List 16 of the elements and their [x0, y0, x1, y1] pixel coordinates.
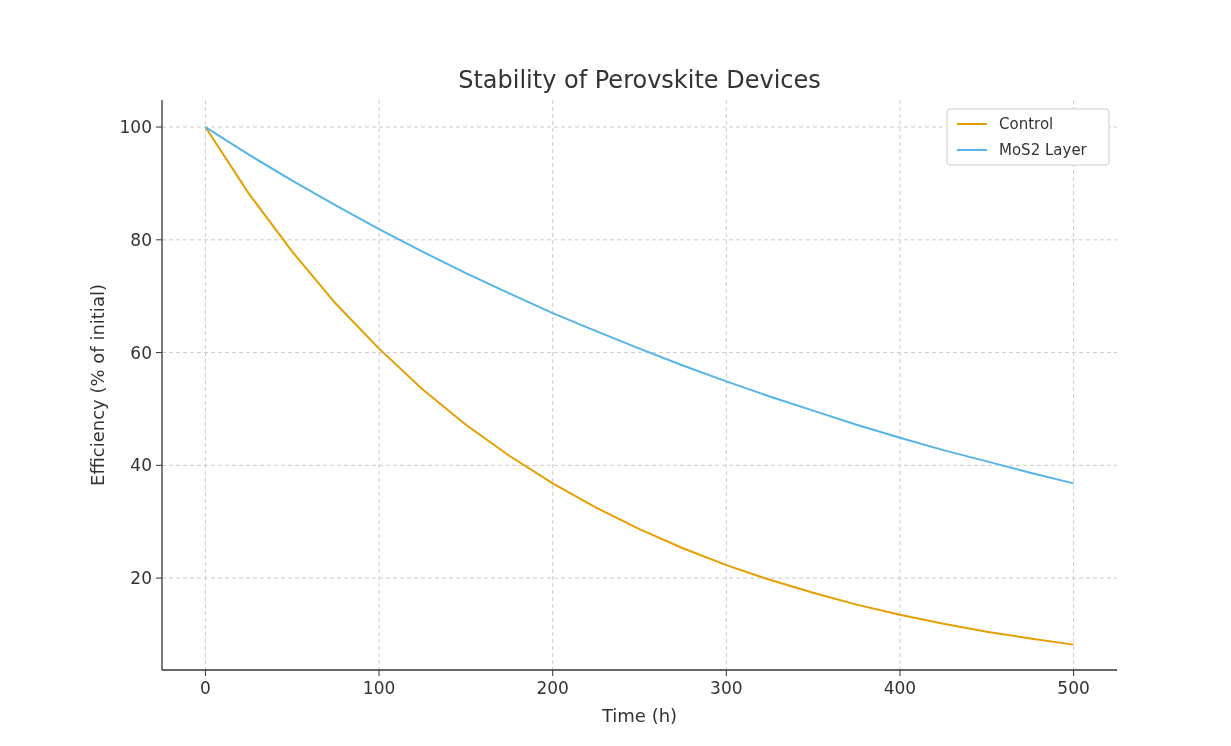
y-tick-label: 100: [119, 117, 152, 138]
chart-title: Stability of Perovskite Devices: [458, 66, 821, 94]
x-axis-title: Time (h): [600, 705, 678, 726]
x-tick-label: 300: [710, 678, 743, 698]
x-tick-label: 0: [200, 678, 211, 698]
x-tick-label: 200: [536, 678, 569, 698]
x-tick-label: 500: [1057, 678, 1090, 698]
y-tick-label: 60: [130, 342, 152, 363]
legend-label: Control: [999, 115, 1054, 134]
y-tick-label: 20: [130, 568, 152, 589]
y-tick-label: 80: [130, 229, 152, 250]
x-tick-label: 100: [362, 678, 396, 698]
x-tick-label: 400: [883, 678, 917, 698]
y-tick-label: 40: [130, 455, 152, 476]
legend-label: MoS2 Layer: [999, 141, 1088, 160]
y-axis-title: Efficiency (% of initial): [87, 284, 108, 486]
